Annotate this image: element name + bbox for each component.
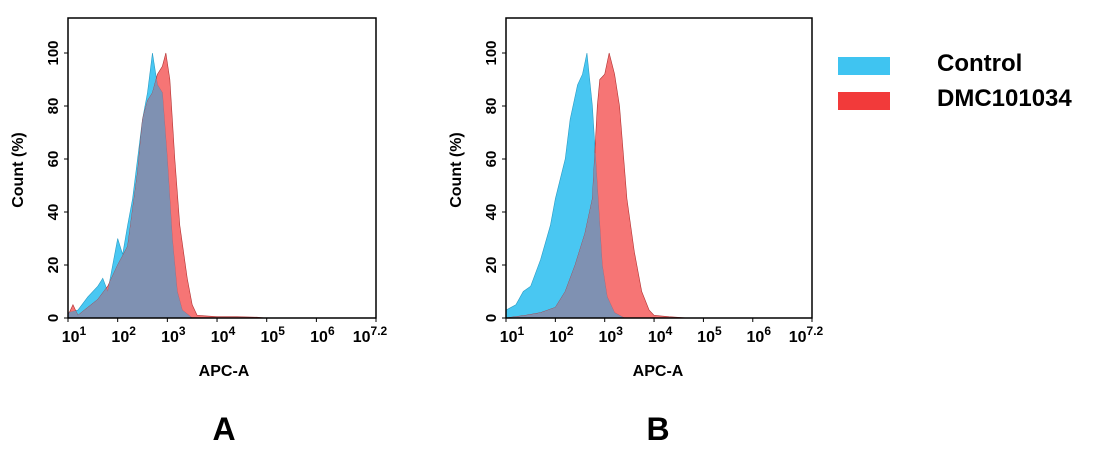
y-axis-label: Count (%) — [448, 132, 465, 208]
x-tick-label: 103 — [598, 324, 623, 346]
x-tick-label: 106 — [310, 324, 335, 346]
plot-frame — [505, 17, 813, 319]
legend-label-dmc101034: DMC101034 — [937, 85, 1072, 112]
y-axis-label: Count (%) — [10, 132, 27, 208]
panel-b: 0 20 40 60 80 100 101 102 103 104 105 106 107.2 APC-A… — [448, 17, 824, 447]
y-tick-label: 0 — [45, 314, 62, 322]
x-axis-label: APC-A — [633, 363, 684, 380]
x-tick-label: 107.2 — [789, 324, 824, 346]
y-tick-label: 20 — [45, 257, 62, 274]
x-tick-label: 104 — [648, 324, 673, 346]
x-tick-label: 105 — [260, 324, 285, 346]
y-tick-label: 80 — [45, 98, 62, 115]
x-tick-label: 105 — [697, 324, 722, 346]
panel-label: A — [212, 411, 235, 447]
legend-swatch-dmc101034 — [838, 92, 890, 110]
y-tick-label: 60 — [483, 151, 500, 168]
x-tick-label: 101 — [500, 324, 525, 346]
legend-label-control: Control — [937, 50, 1023, 77]
y-tick-label: 80 — [483, 98, 500, 115]
y-tick-label: 20 — [483, 257, 500, 274]
y-tick-label: 60 — [45, 151, 62, 168]
x-tick-label: 101 — [62, 324, 87, 346]
panel-a: 0 20 40 60 80 100 101 102 103 104 105 106 107.2 APC-A… — [10, 17, 388, 447]
plot-frame — [67, 17, 377, 319]
overlap-area — [68, 78, 267, 318]
y-tick-label: 40 — [45, 204, 62, 221]
x-tick-label: 103 — [161, 324, 186, 346]
overlap-area — [506, 152, 704, 318]
legend-swatch-control — [838, 57, 890, 75]
y-tick-label: 100 — [483, 40, 500, 65]
x-tick-label: 107.2 — [353, 324, 388, 346]
x-axis-label: APC-A — [199, 363, 250, 380]
y-tick-label: 0 — [483, 314, 500, 322]
y-tick-label: 40 — [483, 204, 500, 221]
panel-label: B — [646, 411, 669, 447]
x-tick-label: 104 — [211, 324, 236, 346]
x-tick-label: 102 — [549, 324, 574, 346]
x-tick-label: 102 — [111, 324, 136, 346]
y-tick-label: 100 — [45, 40, 62, 65]
x-tick-label: 106 — [747, 324, 772, 346]
